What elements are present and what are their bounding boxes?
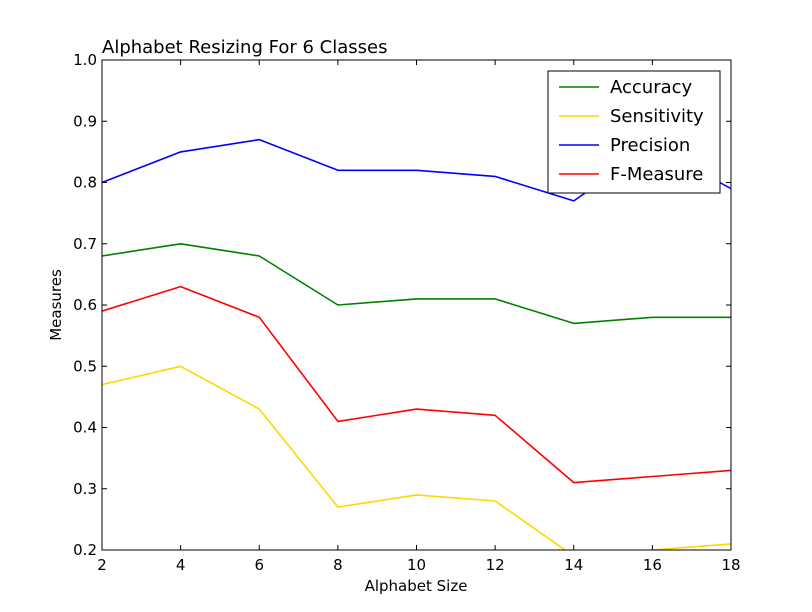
y-tick-label: 0.2 — [73, 541, 97, 559]
legend: Accuracy Sensitivity Precision F-Measure — [547, 70, 721, 194]
x-tick-label: 6 — [254, 556, 264, 574]
legend-label-accuracy: Accuracy — [610, 77, 693, 98]
y-tick-label: 0.8 — [73, 174, 97, 192]
x-tick-label: 16 — [643, 556, 662, 574]
x-tick-label: 2 — [97, 556, 107, 574]
legend-label-f-measure: F-Measure — [610, 164, 703, 185]
series-line-f-measure — [102, 285, 731, 484]
axis-ticks: 2 4 6 8 10 12 14 16 18 0.2 0.3 0.4 0.5 0.6 0.7 0.8 0.9 1.… — [73, 51, 740, 574]
y-tick-label: 1.0 — [73, 51, 97, 69]
x-tick-label: 8 — [333, 556, 343, 574]
series-lines — [102, 138, 731, 550]
legend-box — [547, 70, 721, 194]
y-axis-label: Measures — [47, 269, 65, 341]
series-line-accuracy — [102, 243, 731, 325]
x-axis-label: Alphabet Size — [365, 577, 468, 595]
x-tick-label: 14 — [564, 556, 583, 574]
y-tick-label: 0.5 — [73, 357, 97, 375]
y-tick-label: 0.4 — [73, 419, 97, 437]
chart-title: Alphabet Resizing For 6 Classes — [102, 37, 387, 58]
legend-label-sensitivity: Sensitivity — [610, 106, 704, 127]
y-tick-label: 0.9 — [73, 112, 97, 130]
x-tick-label: 10 — [407, 556, 426, 574]
y-tick-label: 0.6 — [73, 296, 97, 314]
legend-label-precision: Precision — [610, 135, 690, 156]
y-tick-label: 0.7 — [73, 235, 97, 253]
x-tick-label: 18 — [721, 556, 740, 574]
x-tick-label: 12 — [486, 556, 505, 574]
series-line-sensitivity — [102, 365, 731, 550]
x-tick-label: 4 — [176, 556, 186, 574]
y-tick-label: 0.3 — [73, 480, 97, 498]
